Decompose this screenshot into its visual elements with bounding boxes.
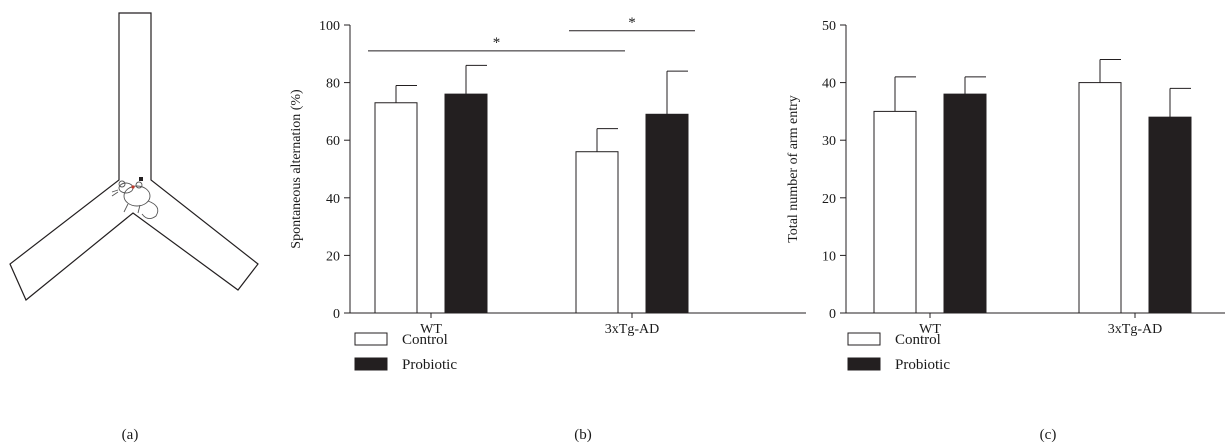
- bar-control: [1078, 82, 1122, 314]
- bar-control: [575, 151, 619, 314]
- y-tick-label: 40: [822, 77, 836, 92]
- y-axis-title: Total number of arm entry: [786, 95, 801, 243]
- legend-swatch-probiotic: [847, 357, 881, 371]
- bar-probiotic: [645, 113, 689, 314]
- y-maze-outline: [9, 12, 259, 301]
- panel-b-label: (b): [574, 427, 592, 443]
- legend-swatch-control: [847, 332, 881, 346]
- y-tick-label: 50: [822, 19, 836, 34]
- bar-control: [374, 102, 418, 314]
- panel-a-label: (a): [122, 427, 139, 443]
- significance-star: *: [628, 15, 636, 31]
- legend-label: Probiotic: [402, 357, 457, 373]
- y-tick-label: 100: [319, 19, 340, 34]
- legend-swatch-control: [354, 332, 388, 346]
- y-maze-diagram: [9, 12, 259, 301]
- y-tick-label: 60: [326, 134, 340, 149]
- panel-c-label: (c): [1040, 427, 1057, 443]
- y-tick-label: 30: [822, 134, 836, 149]
- bar-probiotic: [943, 93, 987, 314]
- y-tick-label: 10: [822, 249, 836, 264]
- y-tick-label: 40: [326, 192, 340, 207]
- y-tick-label: 80: [326, 77, 340, 92]
- chart-c: 0 10 20 30 40 50 WT 3xTg-AD Total number of arm …: [786, 19, 1225, 373]
- y-axis-title: Spontaneous alternation (%): [289, 89, 304, 249]
- category-label: WT: [919, 322, 941, 337]
- bar-probiotic: [444, 93, 488, 314]
- y-tick-label: 0: [829, 307, 836, 322]
- legend-swatch-probiotic: [354, 357, 388, 371]
- significance-star: *: [493, 35, 501, 51]
- category-label: WT: [420, 322, 442, 337]
- bar-control: [873, 110, 917, 314]
- chart-b: 0 20 40 60 80 100 WT 3xTg-AD Spontaneous alterna…: [289, 15, 806, 373]
- y-tick-label: 0: [333, 307, 340, 322]
- legend-label: Probiotic: [895, 357, 950, 373]
- bar-probiotic: [1148, 116, 1192, 314]
- mouse-icon: [111, 177, 159, 219]
- y-tick-label: 20: [822, 192, 836, 207]
- category-label: 3xTg-AD: [1108, 322, 1162, 337]
- legend-label: Control: [402, 332, 448, 348]
- category-label: 3xTg-AD: [605, 322, 659, 337]
- y-tick-label: 20: [326, 249, 340, 264]
- legend-label: Control: [895, 332, 941, 348]
